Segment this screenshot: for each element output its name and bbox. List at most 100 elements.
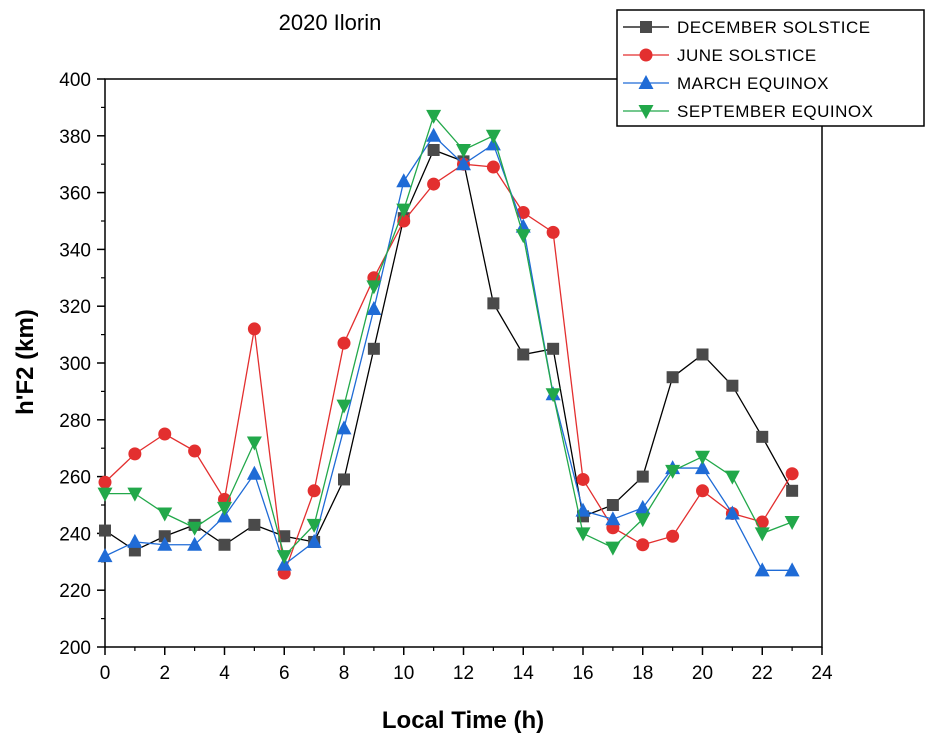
y-tick-label: 260 xyxy=(59,468,91,489)
data-point xyxy=(188,444,202,458)
data-point xyxy=(336,399,352,414)
data-point xyxy=(367,342,380,355)
legend: DECEMBER SOLSTICE JUNE SOLSTICE MARCH EQUI… xyxy=(616,9,925,127)
data-point xyxy=(426,109,442,124)
chart-title: 2020 Ilorin xyxy=(279,10,382,35)
data-point xyxy=(98,475,112,489)
data-point xyxy=(754,527,770,542)
data-point xyxy=(99,524,111,537)
x-tick-label: 4 xyxy=(219,663,230,684)
plot-axes: 0 2 4 6 8 10 12 14 16 18 20 22 242002202402602803003… xyxy=(59,70,833,684)
data-point xyxy=(307,484,321,498)
data-point xyxy=(515,218,531,233)
legend-label: JUNE SOLSTICE xyxy=(677,46,817,65)
data-point xyxy=(157,507,173,522)
data-point xyxy=(784,516,800,531)
x-tick-label: 24 xyxy=(811,663,833,684)
data-point xyxy=(456,156,471,171)
data-point xyxy=(606,499,619,511)
data-point xyxy=(217,501,232,516)
data-point xyxy=(636,470,649,483)
x-axis-title: Local Time (h) xyxy=(382,707,544,734)
y-tick-label: 300 xyxy=(59,354,91,375)
data-point xyxy=(696,484,709,498)
y-tick-label: 340 xyxy=(59,240,91,261)
data-point xyxy=(635,499,651,514)
data-point xyxy=(666,371,679,384)
y-tick-label: 280 xyxy=(59,411,91,432)
data-point xyxy=(547,342,560,355)
data-point xyxy=(246,436,262,451)
data-point xyxy=(158,427,172,441)
data-point xyxy=(636,538,650,552)
data-point xyxy=(635,513,651,528)
data-point xyxy=(278,530,291,543)
data-point xyxy=(695,460,710,475)
legend-label: SEPTEMBER EQUINOX xyxy=(677,102,873,121)
data-point xyxy=(248,518,261,531)
x-tick-label: 0 xyxy=(100,663,111,684)
data-point xyxy=(427,177,441,191)
y-tick-label: 200 xyxy=(59,638,91,659)
x-tick-label: 20 xyxy=(692,663,713,684)
legend-item: SEPTEMBER EQUINOX xyxy=(623,102,873,121)
legend-item: JUNE SOLSTICE xyxy=(623,46,817,65)
y-tick-label: 320 xyxy=(59,297,91,318)
y-tick-label: 240 xyxy=(59,524,91,545)
data-point xyxy=(366,280,382,295)
y-tick-label: 220 xyxy=(59,581,91,602)
data-point xyxy=(187,536,203,551)
data-point xyxy=(665,464,681,479)
series-december-solstice xyxy=(99,144,799,557)
x-tick-label: 12 xyxy=(453,663,474,684)
data-point xyxy=(276,550,292,565)
data-point xyxy=(426,127,442,142)
x-tick-label: 8 xyxy=(339,663,350,684)
data-point xyxy=(695,450,710,465)
data-point xyxy=(575,527,591,542)
x-tick-label: 18 xyxy=(632,663,653,684)
data-point xyxy=(605,511,621,526)
x-tick-label: 14 xyxy=(513,663,535,684)
legend-item: DECEMBER SOLSTICE xyxy=(623,18,871,37)
data-point xyxy=(338,473,350,486)
legend-marker xyxy=(640,21,652,33)
data-point xyxy=(218,538,231,551)
data-point xyxy=(396,173,412,188)
data-point xyxy=(754,562,770,577)
data-point xyxy=(755,515,769,529)
legend-label: DECEMBER SOLSTICE xyxy=(677,18,871,37)
y-axis-title: h'F2 (km) xyxy=(12,309,39,415)
data-point xyxy=(456,144,471,158)
data-point xyxy=(726,379,739,392)
data-point xyxy=(127,533,143,548)
data-point xyxy=(786,484,799,497)
data-point xyxy=(785,467,799,481)
legend-marker xyxy=(639,48,653,62)
data-point xyxy=(306,533,322,548)
data-point xyxy=(396,203,412,218)
x-tick-label: 6 xyxy=(279,663,290,684)
data-point xyxy=(158,530,171,543)
data-point xyxy=(546,225,560,239)
series-september-equinox xyxy=(97,109,800,565)
data-point xyxy=(784,562,800,577)
data-point xyxy=(666,529,680,543)
data-point xyxy=(576,472,590,486)
data-point xyxy=(128,447,142,461)
series-line xyxy=(104,149,793,552)
y-tick-label: 380 xyxy=(59,127,91,148)
data-point xyxy=(427,144,440,156)
series-layer xyxy=(97,109,800,580)
legend-item: MARCH EQUINOX xyxy=(623,74,829,93)
data-point xyxy=(517,348,530,361)
data-point xyxy=(187,521,203,536)
series-june-solstice xyxy=(98,157,799,580)
series-line xyxy=(104,163,793,574)
legend-label: MARCH EQUINOX xyxy=(677,74,829,93)
x-tick-label: 10 xyxy=(393,663,414,684)
data-point xyxy=(247,322,261,336)
data-point xyxy=(545,388,561,403)
data-point xyxy=(486,160,500,174)
